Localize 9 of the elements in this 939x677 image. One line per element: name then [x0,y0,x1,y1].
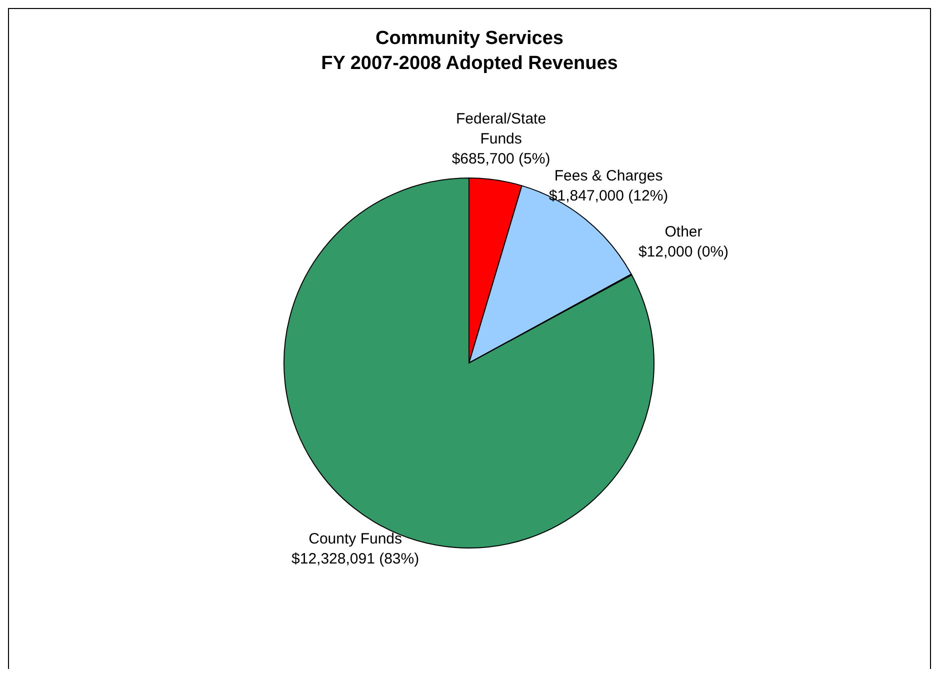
slice-label: Fees & Charges [554,167,663,184]
data-label: $12,328,091 (83%) [292,550,420,568]
slice-label: Federal/State Funds [456,110,546,148]
slice-label: County Funds [308,530,402,548]
chart-title: Community Services FY 2007-2008 Adopted Revenues [321,28,618,74]
data-label: $12,000 (0%) [638,243,729,260]
slice-label: Other [664,223,702,240]
data-label: $1,847,000 (12%) [548,187,668,204]
data-label: $685,700 (5%) [452,150,550,168]
